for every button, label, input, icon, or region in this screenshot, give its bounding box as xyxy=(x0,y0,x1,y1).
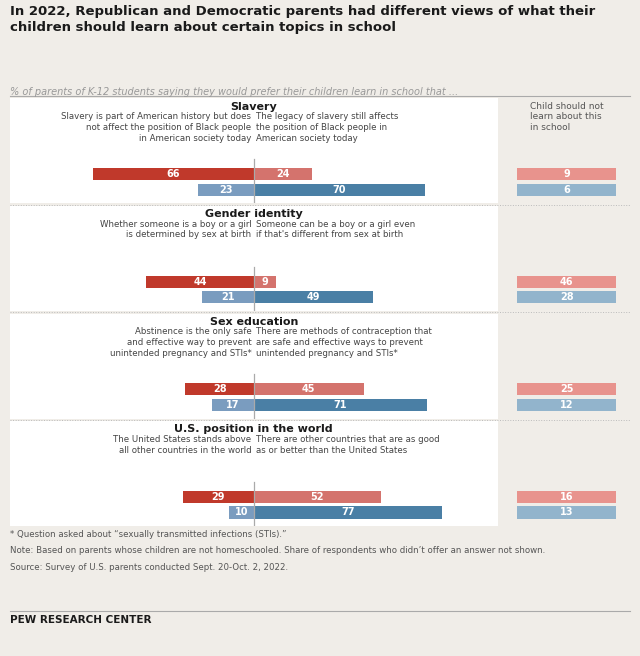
Text: In 2022, Republican and Democratic parents had different views of what their
chi: In 2022, Republican and Democratic paren… xyxy=(10,5,595,34)
Bar xyxy=(253,184,425,195)
Bar xyxy=(212,399,253,411)
Bar xyxy=(186,383,253,395)
Bar xyxy=(202,291,253,303)
Text: The United States stands above
all other countries in the world: The United States stands above all other… xyxy=(113,435,252,455)
Bar xyxy=(517,276,616,287)
Bar xyxy=(229,506,253,518)
Bar xyxy=(253,168,312,180)
Text: 28: 28 xyxy=(212,384,227,394)
Text: 16: 16 xyxy=(560,492,573,502)
Text: 70: 70 xyxy=(332,185,346,195)
Text: Abstinence is the only safe
and effective way to prevent
unintended pregnancy an: Abstinence is the only safe and effectiv… xyxy=(109,327,252,358)
Bar xyxy=(253,506,442,518)
Text: 52: 52 xyxy=(310,492,324,502)
Text: Whether someone is a boy or a girl
is determined by sex at birth: Whether someone is a boy or a girl is de… xyxy=(100,220,252,239)
Text: 77: 77 xyxy=(341,508,355,518)
Bar xyxy=(253,276,276,287)
Text: 10: 10 xyxy=(235,508,248,518)
Bar xyxy=(253,399,427,411)
Text: 12: 12 xyxy=(560,400,573,410)
Text: 17: 17 xyxy=(227,400,240,410)
Text: % of parents of K-12 students saying they would prefer their children learn in s: % of parents of K-12 students saying the… xyxy=(10,87,458,97)
Bar xyxy=(93,168,253,180)
Text: 25: 25 xyxy=(560,384,573,394)
Text: 23: 23 xyxy=(219,185,232,195)
Text: 24: 24 xyxy=(276,169,290,179)
Bar xyxy=(147,276,253,287)
Bar xyxy=(517,291,616,303)
Bar xyxy=(198,184,253,195)
Text: Note: Based on parents whose children are not homeschooled. Share of respondents: Note: Based on parents whose children ar… xyxy=(10,546,545,556)
Text: 9: 9 xyxy=(261,277,268,287)
Bar xyxy=(517,491,616,502)
Text: Someone can be a boy or a girl even
if that's different from sex at birth: Someone can be a boy or a girl even if t… xyxy=(256,220,415,239)
Text: 6: 6 xyxy=(563,185,570,195)
Text: U.S. position in the world: U.S. position in the world xyxy=(175,424,333,434)
Text: Sex education: Sex education xyxy=(209,317,298,327)
Text: 45: 45 xyxy=(302,384,316,394)
Bar xyxy=(253,383,364,395)
Text: 28: 28 xyxy=(560,293,573,302)
Bar xyxy=(517,184,616,195)
Bar xyxy=(517,168,616,180)
Text: The legacy of slavery still affects
the position of Black people in
American soc: The legacy of slavery still affects the … xyxy=(256,112,399,142)
Bar xyxy=(253,291,373,303)
Text: 66: 66 xyxy=(166,169,180,179)
Text: Child should not
learn about this
in school: Child should not learn about this in sch… xyxy=(530,102,604,132)
Text: Gender identity: Gender identity xyxy=(205,209,303,219)
Text: 21: 21 xyxy=(221,293,235,302)
Text: 71: 71 xyxy=(333,400,347,410)
Text: Slavery is part of American history but does
not affect the position of Black pe: Slavery is part of American history but … xyxy=(61,112,252,142)
Bar xyxy=(517,383,616,395)
Text: There are other countries that are as good
as or better than the United States: There are other countries that are as go… xyxy=(256,435,440,455)
Bar xyxy=(517,399,616,411)
Text: Slavery: Slavery xyxy=(230,102,277,112)
Text: 29: 29 xyxy=(212,492,225,502)
Text: PEW RESEARCH CENTER: PEW RESEARCH CENTER xyxy=(10,615,151,625)
Bar xyxy=(517,506,616,518)
Text: * Question asked about “sexually transmitted infections (STIs).”: * Question asked about “sexually transmi… xyxy=(10,530,286,539)
Text: 46: 46 xyxy=(560,277,573,287)
Text: Source: Survey of U.S. parents conducted Sept. 20-Oct. 2, 2022.: Source: Survey of U.S. parents conducted… xyxy=(10,563,288,572)
Text: 44: 44 xyxy=(193,277,207,287)
Text: 13: 13 xyxy=(560,508,573,518)
Bar xyxy=(253,491,381,502)
Text: 9: 9 xyxy=(563,169,570,179)
Text: There are methods of contraception that
are safe and effective ways to prevent
u: There are methods of contraception that … xyxy=(256,327,432,358)
Bar xyxy=(183,491,253,502)
Text: 49: 49 xyxy=(307,293,321,302)
